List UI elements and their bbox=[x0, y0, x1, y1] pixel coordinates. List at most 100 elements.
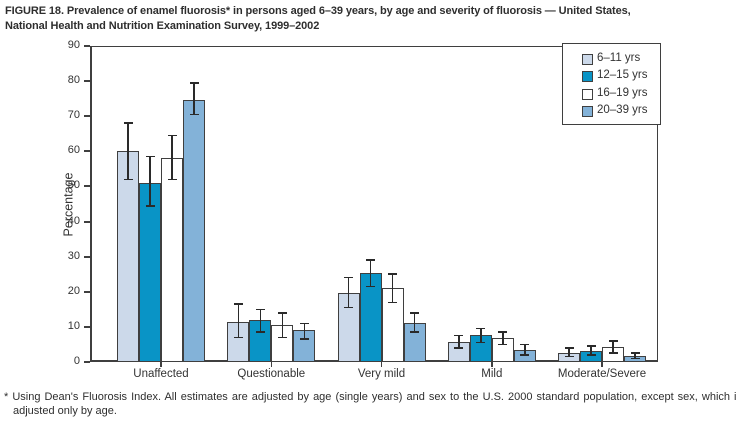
y-axis-tick bbox=[84, 185, 90, 188]
y-axis-tick bbox=[84, 45, 90, 47]
x-axis-tick bbox=[270, 362, 273, 367]
error-bar-cap bbox=[189, 82, 199, 84]
error-bar-line bbox=[149, 156, 151, 206]
error-bar-line bbox=[502, 332, 504, 345]
error-bar-cap bbox=[344, 306, 353, 309]
y-axis-tick-label: 80 bbox=[67, 74, 80, 87]
error-bar-cap bbox=[520, 354, 530, 356]
error-bar-cap bbox=[608, 352, 618, 354]
y-axis-tick bbox=[84, 115, 90, 118]
error-bar-cap bbox=[366, 259, 375, 261]
x-axis-tick bbox=[380, 362, 383, 367]
x-axis-tick bbox=[160, 362, 162, 367]
y-axis-title: Percentage bbox=[61, 172, 76, 237]
error-bar-cap bbox=[277, 312, 287, 314]
error-bar-cap bbox=[410, 331, 419, 333]
error-bar-cap bbox=[145, 155, 155, 158]
y-axis-tick-label: 60 bbox=[67, 144, 80, 157]
error-bar-cap bbox=[299, 338, 309, 340]
error-bar-cap bbox=[564, 347, 574, 349]
error-bar-cap bbox=[167, 134, 177, 137]
error-bar-cap bbox=[277, 336, 287, 339]
figure-title-line-1: FIGURE 18. Prevalence of enamel fluorosi… bbox=[5, 5, 631, 17]
error-bar-cap bbox=[255, 308, 265, 311]
y-axis-tick-label: 70 bbox=[67, 109, 80, 122]
error-bar-cap bbox=[233, 336, 243, 339]
y-axis-tick-label: 30 bbox=[67, 249, 80, 262]
error-bar-line bbox=[347, 277, 350, 308]
x-axis-tick bbox=[601, 362, 603, 367]
error-bar-cap bbox=[167, 178, 177, 181]
y-axis-tick bbox=[84, 290, 90, 293]
error-bar-cap bbox=[344, 276, 353, 279]
x-axis-category-label: Questionable bbox=[237, 368, 306, 380]
error-bar-cap bbox=[123, 122, 133, 124]
error-bar-line bbox=[259, 309, 262, 333]
error-bar-cap bbox=[608, 340, 618, 342]
x-axis-category-label: Moderate/Severe bbox=[557, 368, 647, 380]
error-bar-cap bbox=[498, 331, 508, 333]
error-bar-line bbox=[369, 260, 372, 287]
x-axis-tick bbox=[491, 362, 493, 367]
error-bar-cap bbox=[145, 205, 155, 207]
figure-title-line-2: National Health and Nutrition Examinatio… bbox=[5, 20, 320, 32]
error-bar-cap bbox=[564, 355, 574, 358]
y-axis-tick bbox=[84, 255, 90, 258]
error-bar-cap bbox=[498, 343, 508, 346]
error-bar-cap bbox=[189, 113, 199, 116]
error-bar-cap bbox=[299, 322, 309, 325]
legend-swatch bbox=[582, 71, 593, 82]
error-bar-cap bbox=[520, 343, 530, 346]
error-bar-line bbox=[413, 312, 416, 333]
legend-label: 12–15 yrs bbox=[597, 69, 648, 81]
error-bar-cap bbox=[454, 334, 464, 337]
legend-swatch bbox=[582, 106, 593, 117]
error-bar-line bbox=[237, 304, 240, 338]
error-bar-line bbox=[634, 353, 636, 359]
error-bar-cap bbox=[586, 354, 596, 356]
error-bar-line bbox=[281, 312, 284, 338]
bar bbox=[161, 158, 183, 362]
y-axis-tick bbox=[84, 80, 90, 83]
error-bar-cap bbox=[233, 303, 243, 305]
y-axis-tick-label: 50 bbox=[67, 179, 80, 192]
y-axis-tick bbox=[84, 325, 90, 328]
y-axis-tick-label: 10 bbox=[67, 319, 80, 332]
y-axis-tick-label: 90 bbox=[67, 39, 80, 51]
error-bar-cap bbox=[630, 352, 640, 354]
error-bar-cap bbox=[476, 341, 486, 344]
error-bar-line bbox=[303, 323, 306, 340]
y-axis-tick-label: 20 bbox=[67, 284, 80, 297]
error-bar-line bbox=[590, 346, 592, 355]
legend-swatch bbox=[582, 88, 593, 100]
y-axis-tick bbox=[84, 361, 90, 363]
x-axis-category-label: Very mild bbox=[357, 368, 406, 380]
error-bar-cap bbox=[366, 285, 375, 288]
error-bar-line bbox=[391, 274, 394, 303]
x-axis-category-label: Unaffected bbox=[133, 368, 189, 380]
error-bar-line bbox=[568, 347, 570, 357]
error-bar-line bbox=[458, 335, 460, 348]
legend-label: 6–11 yrs bbox=[597, 51, 641, 64]
bar bbox=[183, 100, 205, 362]
error-bar-line bbox=[612, 340, 614, 354]
error-bar-cap bbox=[586, 345, 596, 347]
error-bar-cap bbox=[454, 347, 464, 349]
legend-swatch bbox=[582, 53, 593, 65]
error-bar-line bbox=[127, 123, 129, 180]
error-bar-cap bbox=[388, 273, 397, 275]
error-bar-cap bbox=[123, 178, 133, 181]
error-bar-line bbox=[524, 344, 526, 355]
legend-label: 16–19 yrs bbox=[597, 86, 648, 99]
error-bar-cap bbox=[476, 327, 486, 330]
y-axis-tick-label: 40 bbox=[67, 214, 80, 227]
error-bar-line bbox=[171, 135, 173, 180]
legend-label: 20–39 yrs bbox=[597, 104, 648, 116]
error-bar-line bbox=[480, 328, 482, 343]
y-axis-tick-label: 0 bbox=[73, 355, 80, 367]
error-bar-line bbox=[193, 82, 195, 115]
bar bbox=[117, 151, 139, 362]
bar bbox=[139, 182, 161, 362]
y-axis-tick bbox=[84, 150, 90, 153]
